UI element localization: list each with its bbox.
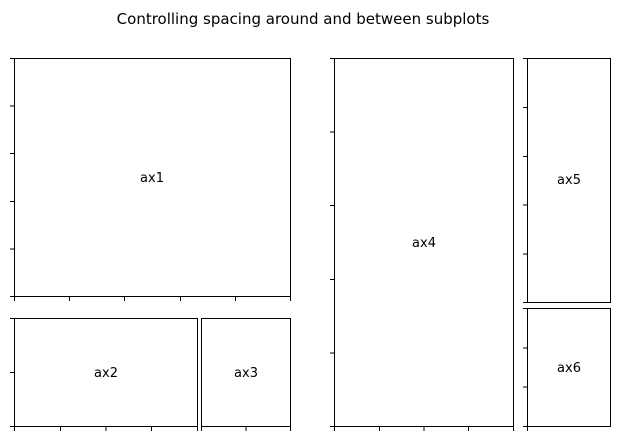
axes-ax5-yticks: [523, 58, 528, 303]
axes-ax2-label: ax2: [94, 366, 118, 381]
figure-title: Controlling spacing around and between s…: [117, 10, 490, 28]
axes-ax4: ax4: [330, 58, 514, 431]
axes-ax6-label: ax6: [557, 361, 581, 376]
axes-ax4-yticks: [330, 58, 335, 427]
axes-ax3-frame: [201, 318, 291, 427]
axes-ax1-yticks: [10, 58, 15, 297]
axes-ax5-label: ax5: [557, 173, 581, 188]
axes-ax3: ax3: [201, 318, 291, 431]
axes-ax3-label: ax3: [234, 366, 258, 381]
axes-ax2-frame: [14, 318, 198, 427]
axes-ax1-label: ax1: [140, 171, 164, 186]
axes-ax5: ax5: [523, 58, 611, 303]
axes-ax5-frame: [527, 58, 611, 303]
axes-ax2-xticks: [14, 426, 198, 431]
axes-ax2: ax2: [10, 318, 198, 431]
axes-ax4-frame: [334, 58, 514, 427]
axes-ax6-yticks: [523, 308, 528, 427]
axes-ax4-xticks: [334, 426, 514, 431]
axes-ax4-label: ax4: [412, 236, 436, 251]
axes-ax1: ax1: [10, 58, 291, 301]
axes-ax6-frame: [527, 308, 611, 427]
axes-ax3-xticks: [201, 426, 291, 431]
axes-ax6: ax6: [523, 308, 611, 431]
axes-ax1-frame: [14, 58, 291, 297]
axes-ax2-yticks: [10, 318, 15, 427]
axes-ax1-xticks: [14, 296, 291, 301]
